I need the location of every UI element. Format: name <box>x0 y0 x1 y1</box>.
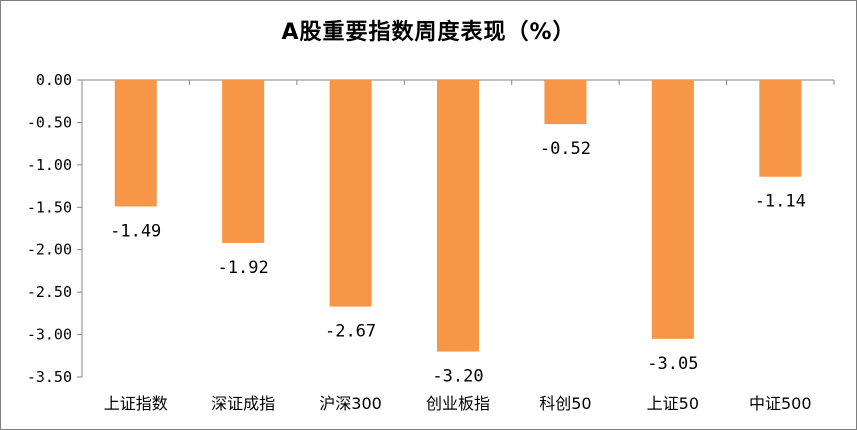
chart-bars <box>114 80 802 352</box>
y-tick-label: -3.50 <box>27 368 72 386</box>
y-tick-label: -1.00 <box>27 156 72 174</box>
x-tick-label: 中证500 <box>749 394 812 413</box>
x-tick-label: 创业板指 <box>426 394 490 413</box>
bar <box>114 80 157 207</box>
chart-axes: 0.00 -0.50 -1.00 -1.50 -2.00 -2.50 -3.00 -3.50 <box>27 71 835 386</box>
bar <box>759 80 802 177</box>
bar <box>544 80 587 125</box>
chart-title: A股重要指数周度表现（%） <box>281 20 576 45</box>
bar <box>651 80 694 339</box>
bar <box>437 80 479 352</box>
y-tick-label: -2.00 <box>27 241 72 259</box>
y-tick-label: -0.50 <box>27 113 72 131</box>
bar <box>222 80 265 243</box>
bar <box>329 80 372 307</box>
data-label: -1.92 <box>218 258 269 278</box>
x-tick-label: 沪深300 <box>319 394 382 413</box>
chart-data-labels: -1.49 上证指数 -1.92 深证成指 -2.67 沪深300 -3.20 创业板指 -0.… <box>104 139 812 413</box>
y-tick-label: -2.50 <box>27 283 72 301</box>
data-label: -1.14 <box>755 192 806 212</box>
data-label: -0.52 <box>540 139 591 159</box>
y-tick-label: 0.00 <box>36 71 72 89</box>
x-tick-label: 上证50 <box>647 394 699 413</box>
y-tick-label: -1.50 <box>27 198 72 216</box>
data-label: -3.20 <box>432 367 483 387</box>
data-label: -2.67 <box>325 322 376 342</box>
y-tick-label: -3.00 <box>27 326 72 344</box>
x-tick-label: 深证成指 <box>211 394 275 413</box>
data-label: -3.05 <box>647 354 698 374</box>
x-tick-label: 上证指数 <box>104 394 168 413</box>
data-label: -1.49 <box>110 221 161 241</box>
x-tick-label: 科创50 <box>539 394 591 413</box>
